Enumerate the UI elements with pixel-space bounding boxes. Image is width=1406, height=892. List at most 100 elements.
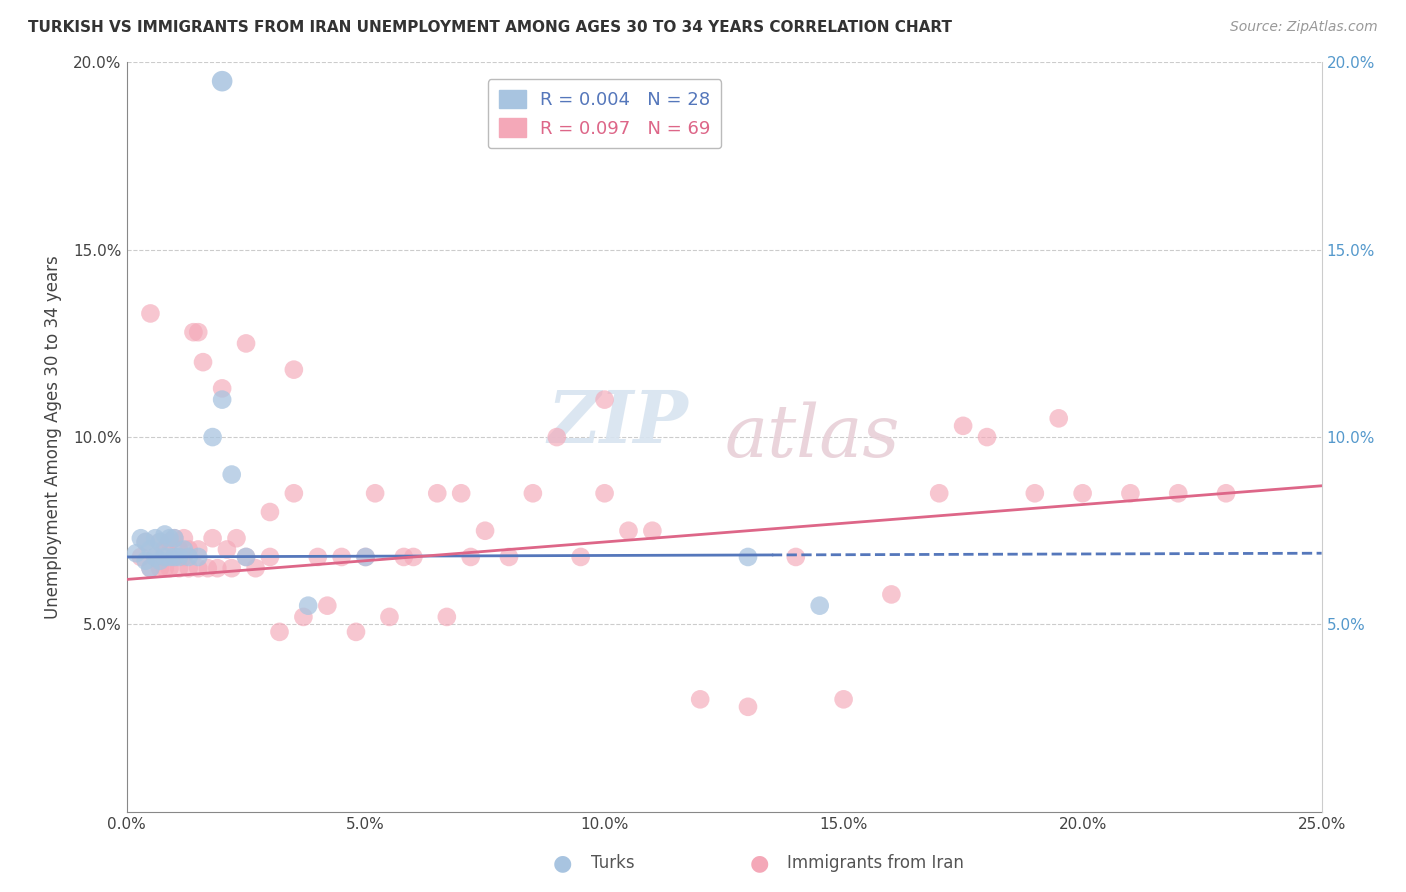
- Point: [460, 549, 482, 564]
- Point: [450, 486, 472, 500]
- Y-axis label: Unemployment Among Ages 30 to 34 years: Unemployment Among Ages 30 to 34 years: [44, 255, 62, 619]
- Point: [211, 381, 233, 395]
- Text: ZIP: ZIP: [547, 386, 688, 458]
- Point: [737, 549, 759, 564]
- Point: [808, 599, 831, 613]
- Point: [235, 549, 257, 564]
- Point: [173, 542, 195, 557]
- Text: TURKISH VS IMMIGRANTS FROM IRAN UNEMPLOYMENT AMONG AGES 30 TO 34 YEARS CORRELATI: TURKISH VS IMMIGRANTS FROM IRAN UNEMPLOY…: [28, 20, 952, 35]
- Point: [129, 549, 152, 564]
- Point: [426, 486, 449, 500]
- Point: [737, 699, 759, 714]
- Text: ●: ●: [749, 854, 769, 873]
- Point: [474, 524, 496, 538]
- Point: [159, 561, 181, 575]
- Point: [1119, 486, 1142, 500]
- Point: [177, 549, 200, 564]
- Point: [259, 549, 281, 564]
- Point: [641, 524, 664, 538]
- Point: [354, 549, 377, 564]
- Point: [187, 542, 209, 557]
- Point: [167, 542, 190, 557]
- Point: [378, 610, 401, 624]
- Point: [307, 549, 329, 564]
- Point: [225, 531, 247, 545]
- Point: [173, 531, 195, 545]
- Point: [235, 549, 257, 564]
- Point: [221, 467, 243, 482]
- Point: [197, 561, 219, 575]
- Point: [952, 418, 974, 433]
- Point: [153, 542, 176, 557]
- Point: [149, 535, 172, 549]
- Point: [1167, 486, 1189, 500]
- Point: [187, 549, 209, 564]
- Point: [207, 561, 229, 575]
- Point: [689, 692, 711, 706]
- Point: [235, 336, 257, 351]
- Text: Source: ZipAtlas.com: Source: ZipAtlas.com: [1230, 20, 1378, 34]
- Point: [135, 535, 157, 549]
- Point: [297, 599, 319, 613]
- Point: [135, 535, 157, 549]
- Point: [976, 430, 998, 444]
- Point: [163, 549, 186, 564]
- Point: [143, 549, 166, 564]
- Point: [159, 535, 181, 549]
- Point: [135, 554, 157, 568]
- Point: [163, 531, 186, 545]
- Point: [159, 549, 181, 564]
- Point: [1047, 411, 1070, 425]
- Point: [269, 624, 291, 639]
- Point: [1215, 486, 1237, 500]
- Point: [785, 549, 807, 564]
- Text: atlas: atlas: [724, 401, 900, 473]
- Point: [177, 542, 200, 557]
- Point: [191, 355, 214, 369]
- Point: [832, 692, 855, 706]
- Point: [259, 505, 281, 519]
- Point: [149, 535, 172, 549]
- Point: [125, 546, 148, 560]
- Point: [163, 549, 186, 564]
- Point: [211, 392, 233, 407]
- Point: [173, 549, 195, 564]
- Point: [617, 524, 640, 538]
- Point: [177, 561, 200, 575]
- Point: [928, 486, 950, 500]
- Text: Immigrants from Iran: Immigrants from Iran: [787, 855, 965, 872]
- Point: [364, 486, 387, 500]
- Point: [149, 554, 172, 568]
- Point: [139, 306, 162, 320]
- Point: [201, 531, 224, 545]
- Point: [392, 549, 415, 564]
- Point: [498, 549, 520, 564]
- Point: [221, 561, 243, 575]
- Point: [163, 531, 186, 545]
- Point: [593, 486, 616, 500]
- Point: [211, 74, 233, 88]
- Point: [183, 325, 205, 339]
- Point: [402, 549, 425, 564]
- Point: [316, 599, 339, 613]
- Point: [522, 486, 544, 500]
- Point: [354, 549, 377, 564]
- Point: [593, 392, 616, 407]
- Point: [283, 486, 305, 500]
- Point: [153, 527, 176, 541]
- Point: [139, 542, 162, 557]
- Point: [436, 610, 458, 624]
- Point: [159, 531, 181, 545]
- Point: [139, 561, 162, 575]
- Point: [1071, 486, 1094, 500]
- Point: [546, 430, 568, 444]
- Point: [187, 325, 209, 339]
- Point: [143, 531, 166, 545]
- Point: [215, 542, 238, 557]
- Point: [344, 624, 367, 639]
- Point: [143, 549, 166, 564]
- Point: [330, 549, 353, 564]
- Point: [201, 430, 224, 444]
- Point: [569, 549, 592, 564]
- Point: [129, 531, 152, 545]
